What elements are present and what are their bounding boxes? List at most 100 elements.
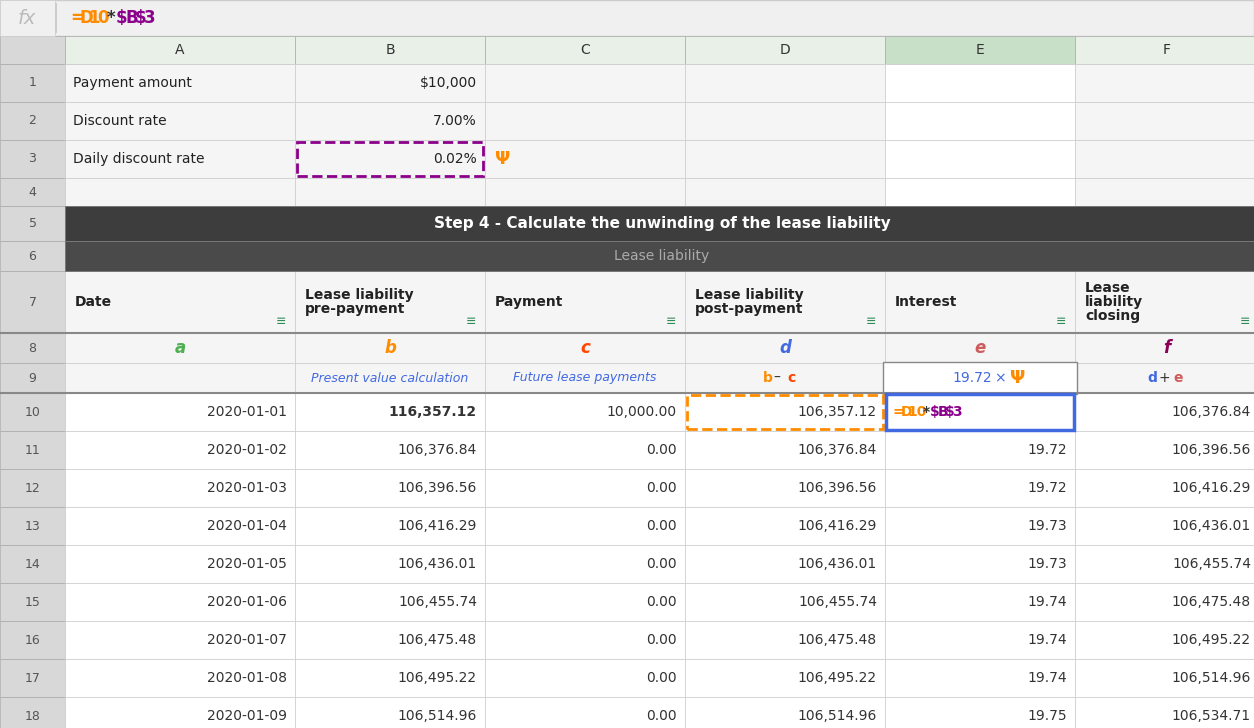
Text: a: a [174, 339, 186, 357]
Text: 4: 4 [29, 186, 36, 199]
Text: fx: fx [18, 9, 36, 28]
Text: 0.00: 0.00 [646, 519, 677, 533]
Bar [295, 36, 485, 64]
Bar [65, 206, 1254, 241]
Bar [295, 363, 485, 393]
Text: *: * [923, 405, 929, 419]
Text: 2020-01-09: 2020-01-09 [207, 709, 287, 723]
Text: ≡: ≡ [1056, 315, 1066, 328]
Text: 7: 7 [29, 296, 36, 309]
Bar [885, 36, 1075, 64]
Text: 15: 15 [25, 596, 40, 609]
Bar [885, 363, 1075, 393]
Bar [0, 659, 65, 697]
Text: d: d [1147, 371, 1157, 385]
Text: 3: 3 [952, 405, 962, 419]
Text: 106,376.84: 106,376.84 [1171, 405, 1251, 419]
Bar [885, 333, 1075, 363]
Text: 106,436.01: 106,436.01 [1171, 519, 1251, 533]
Text: 19.75: 19.75 [1027, 709, 1067, 723]
Bar [0, 206, 65, 241]
Text: 19.74: 19.74 [1027, 633, 1067, 647]
Bar [55, 3, 56, 33]
Text: 19.72: 19.72 [952, 371, 992, 385]
Text: 106,357.12: 106,357.12 [798, 405, 877, 419]
Text: 8: 8 [29, 341, 36, 355]
Bar [485, 545, 685, 583]
Text: e: e [974, 339, 986, 357]
Text: C: C [581, 43, 589, 57]
Text: 2020-01-04: 2020-01-04 [207, 519, 287, 533]
Bar [485, 583, 685, 621]
Bar [1075, 469, 1254, 507]
Bar [65, 333, 295, 363]
Bar [65, 431, 295, 469]
Bar [1075, 178, 1254, 206]
Bar [685, 621, 885, 659]
Text: $: $ [134, 9, 145, 27]
Text: 10: 10 [25, 405, 40, 419]
Bar [685, 363, 885, 393]
Bar [65, 178, 295, 206]
Bar [685, 431, 885, 469]
Bar [1075, 545, 1254, 583]
Bar [0, 431, 65, 469]
Bar [295, 697, 485, 728]
Bar [885, 178, 1075, 206]
Text: +: + [1159, 371, 1171, 385]
Bar [485, 271, 685, 333]
Text: 0.00: 0.00 [646, 481, 677, 495]
Text: D: D [79, 9, 93, 27]
Bar [685, 697, 885, 728]
Text: 10,000.00: 10,000.00 [607, 405, 677, 419]
Text: Date: Date [75, 295, 112, 309]
Text: =: = [70, 9, 84, 27]
Text: 106,376.84: 106,376.84 [398, 443, 477, 457]
Bar [65, 102, 295, 140]
Text: 16: 16 [25, 633, 40, 646]
Bar [0, 545, 65, 583]
Bar [1075, 621, 1254, 659]
Bar [485, 697, 685, 728]
Bar [685, 178, 885, 206]
Bar [295, 271, 485, 333]
Bar [295, 102, 485, 140]
Text: ≡: ≡ [1240, 315, 1250, 328]
Text: Payment: Payment [495, 295, 563, 309]
Bar [65, 140, 295, 178]
Bar [883, 362, 1077, 394]
Bar [0, 0, 1254, 36]
Bar [685, 545, 885, 583]
Text: 0.00: 0.00 [646, 595, 677, 609]
Text: Discount rate: Discount rate [73, 114, 167, 128]
Text: 9: 9 [29, 371, 36, 384]
Text: 3: 3 [29, 152, 36, 165]
Bar [65, 241, 1254, 271]
Bar [1075, 271, 1254, 333]
Text: 106,455.74: 106,455.74 [398, 595, 477, 609]
Text: 0.00: 0.00 [646, 557, 677, 571]
Bar [485, 659, 685, 697]
Bar [685, 469, 885, 507]
Text: 106,436.01: 106,436.01 [398, 557, 477, 571]
Text: 2020-01-01: 2020-01-01 [207, 405, 287, 419]
Bar [295, 64, 485, 102]
Bar [485, 36, 685, 64]
Bar [0, 363, 65, 393]
Bar [885, 545, 1075, 583]
Text: ≡: ≡ [276, 315, 286, 328]
Text: B: B [938, 405, 948, 419]
Bar [685, 659, 885, 697]
Bar [885, 140, 1075, 178]
Text: Interest: Interest [895, 295, 957, 309]
Bar [1075, 393, 1254, 431]
Bar [0, 583, 65, 621]
Bar [0, 36, 65, 64]
Text: 14: 14 [25, 558, 40, 571]
Text: Step 4 - Calculate the unwinding of the lease liability: Step 4 - Calculate the unwinding of the … [434, 216, 890, 231]
Text: 106,534.71: 106,534.71 [1172, 709, 1251, 723]
Text: 7.00%: 7.00% [433, 114, 477, 128]
Bar [485, 393, 685, 431]
Text: Lease liability: Lease liability [695, 288, 804, 302]
Bar [295, 659, 485, 697]
